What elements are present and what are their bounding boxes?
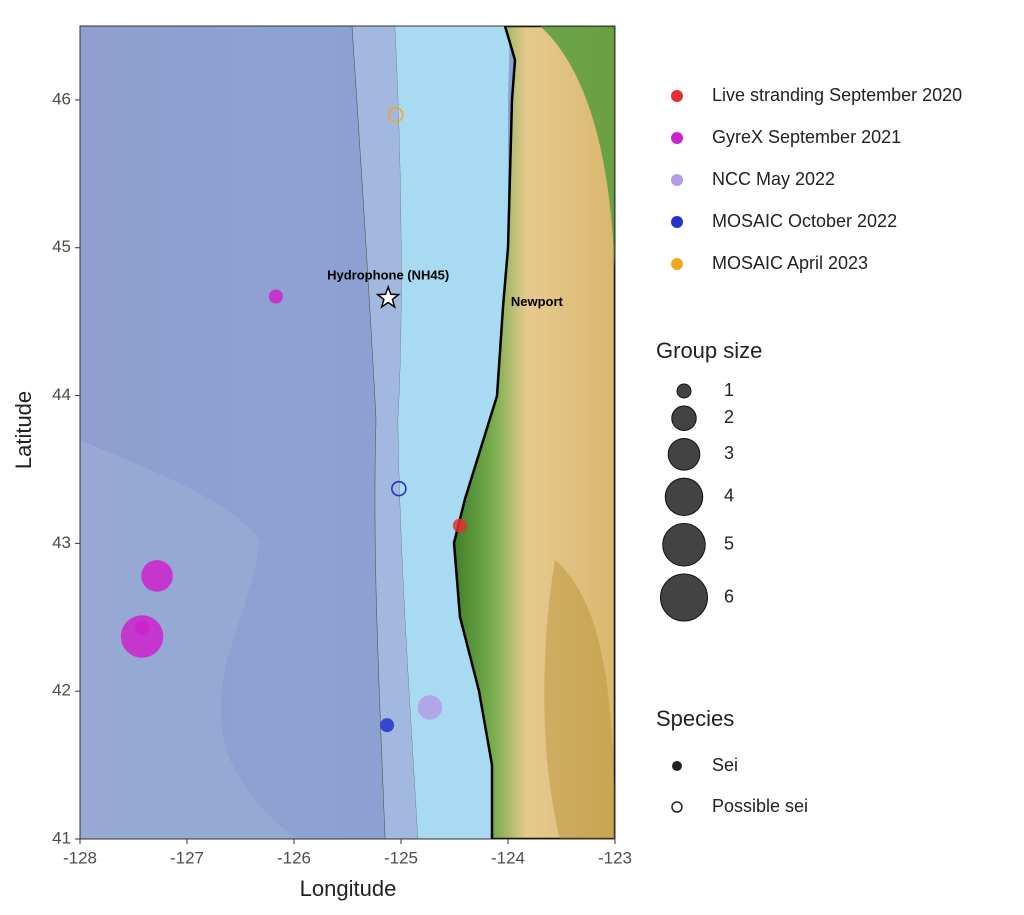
y-tick-label: 45 [52, 237, 71, 256]
map-background [80, 26, 615, 839]
legend-swatch [671, 258, 683, 270]
y-tick-label: 41 [52, 828, 71, 847]
shelf [395, 26, 510, 839]
hydrophone-marker [375, 284, 401, 309]
size-legend-key [676, 383, 692, 399]
annotation: Hydrophone (NH45) [327, 267, 449, 282]
x-tick-label: -127 [170, 848, 204, 867]
species-legend-key [671, 801, 683, 813]
legend-swatch [671, 174, 683, 186]
slope [351, 26, 419, 839]
size-legend-title: Group size [656, 338, 762, 363]
y-tick-label: 44 [52, 385, 71, 404]
x-tick-label: -126 [277, 848, 311, 867]
legend-label: MOSAIC April 2023 [712, 253, 868, 273]
legend-swatch [671, 90, 683, 102]
y-tick-label: 42 [52, 681, 71, 700]
size-legend-key [664, 477, 704, 517]
x-tick-label: -128 [63, 848, 97, 867]
annotation: Newport [511, 294, 564, 309]
size-legend-label: 2 [724, 407, 734, 427]
seamount-area [80, 440, 300, 839]
legend-label: NCC May 2022 [712, 169, 835, 189]
size-legend-label: 4 [724, 486, 734, 506]
x-tick-label: -125 [384, 848, 418, 867]
size-legend-label: 6 [724, 586, 734, 606]
data-point [135, 620, 150, 635]
data-point [141, 560, 173, 592]
legend-swatch [671, 216, 683, 228]
plot-frame [79, 25, 616, 840]
size-legend-key [667, 437, 701, 471]
x-tick-label: -123 [598, 848, 632, 867]
species-legend-label: Sei [712, 755, 738, 775]
size-legend-label: 5 [724, 534, 734, 554]
data-point [120, 615, 164, 658]
x-tick-label: -124 [491, 848, 525, 867]
species-legend-key [672, 761, 682, 771]
y-tick-label: 46 [52, 89, 71, 108]
y-tick-label: 43 [52, 533, 71, 552]
data-point [380, 718, 395, 733]
size-legend-label: 3 [724, 443, 734, 463]
legend-label: MOSAIC October 2022 [712, 211, 897, 231]
data-point [268, 289, 283, 304]
legend-label: Live stranding September 2020 [712, 85, 962, 105]
species-legend-title: Species [656, 706, 734, 731]
land [452, 26, 615, 839]
data-point [417, 695, 443, 720]
size-legend-key [662, 523, 706, 567]
data-point [391, 480, 407, 497]
highland [540, 26, 615, 300]
y-axis-title: Latitude [11, 391, 36, 469]
size-legend-key [660, 573, 708, 622]
species-legend-label: Possible sei [712, 796, 808, 816]
legend-swatch [671, 132, 683, 144]
x-axis-title: Longitude [300, 876, 397, 901]
data-point [452, 518, 467, 533]
size-legend-label: 1 [724, 380, 734, 400]
size-legend-key [671, 405, 697, 431]
legend-label: GyreX September 2021 [712, 127, 901, 147]
data-point [387, 106, 404, 123]
mountains [544, 560, 615, 839]
